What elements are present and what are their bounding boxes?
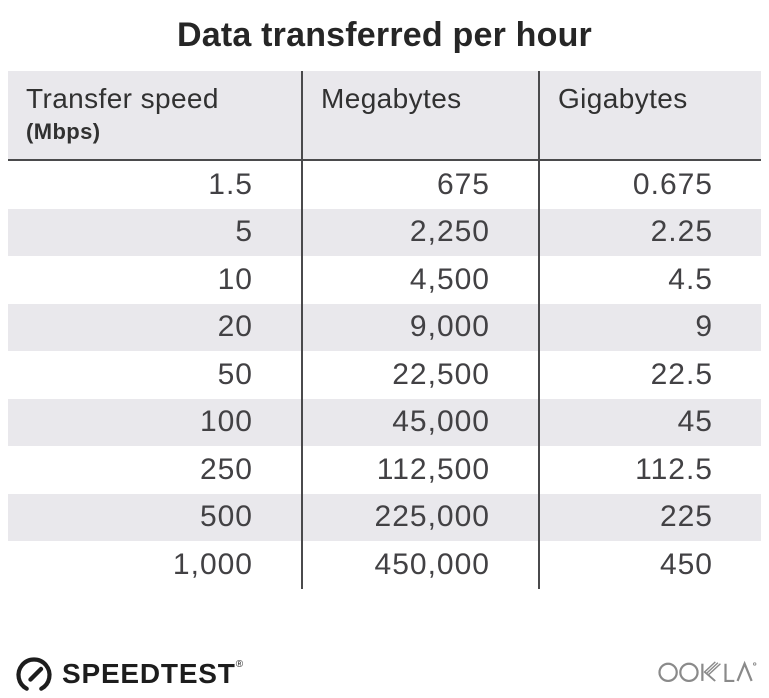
table-row: 500 225,000 225	[8, 493, 761, 541]
cell-gigabytes: 450	[659, 547, 713, 581]
cell-megabytes: 22,500	[303, 351, 540, 399]
column-header-transfer-speed: Transfer speed (Mbps)	[8, 71, 303, 159]
cell-gigabytes: 225	[659, 500, 713, 534]
table-row: 5 2,250 2.25	[8, 208, 761, 256]
table-body: 1.5 675 0.675 5 2,250 2.25 10 4,500 4.5 …	[8, 161, 761, 589]
column-header-transfer-speed-unit: (Mbps)	[26, 118, 101, 144]
table-row: 1,000 450,000 450	[8, 541, 761, 589]
cell-gigabytes: 45	[677, 405, 713, 439]
cell-transfer-speed: 10	[8, 256, 303, 304]
cell-megabytes: 45,000	[303, 398, 540, 446]
cell-gigabytes: 112.5	[635, 452, 713, 486]
speedtest-wordmark: SPEEDTEST®	[62, 658, 244, 689]
footer: SPEEDTEST®	[0, 654, 769, 694]
cell-megabytes: 450,000	[303, 541, 540, 589]
cell-transfer-speed: 50	[8, 351, 303, 399]
cell-gigabytes: 22.5	[650, 357, 713, 391]
table-row: 250 112,500 112.5	[8, 446, 761, 494]
cell-transfer-speed: 250	[8, 446, 303, 494]
speedtest-logo: SPEEDTEST®	[14, 654, 244, 694]
cell-transfer-speed: 100	[8, 398, 303, 446]
table-row: 10 4,500 4.5	[8, 256, 761, 304]
cell-megabytes: 9,000	[303, 303, 540, 351]
column-header-gigabytes: Gigabytes	[558, 83, 688, 114]
cell-transfer-speed: 20	[8, 303, 303, 351]
column-header-transfer-speed-label: Transfer speed	[26, 83, 219, 114]
table-row: 20 9,000 9	[8, 303, 761, 351]
ookla-wordmark	[657, 655, 757, 690]
cell-gigabytes: 0.675	[632, 167, 713, 201]
registered-trademark: ®	[235, 659, 244, 670]
cell-gigabytes: 9	[695, 310, 713, 344]
table-row: 50 22,500 22.5	[8, 351, 761, 399]
cell-transfer-speed: 1.5	[8, 161, 303, 209]
column-header-megabytes: Megabytes	[303, 71, 540, 159]
cell-transfer-speed: 1,000	[8, 541, 303, 589]
cell-transfer-speed: 500	[8, 493, 303, 541]
cell-megabytes: 2,250	[303, 208, 540, 256]
data-table: Transfer speed (Mbps) Megabytes Gigabyte…	[8, 71, 761, 589]
table-row: 1.5 675 0.675	[8, 161, 761, 209]
speedtest-gauge-icon	[14, 654, 54, 694]
cell-gigabytes: 4.5	[668, 262, 713, 296]
cell-megabytes: 112,500	[303, 446, 540, 494]
cell-megabytes: 4,500	[303, 256, 540, 304]
cell-megabytes: 675	[303, 161, 540, 209]
cell-gigabytes: 2.25	[650, 215, 713, 249]
table-header-row: Transfer speed (Mbps) Megabytes Gigabyte…	[8, 71, 761, 161]
page-title: Data transferred per hour	[177, 16, 592, 54]
cell-transfer-speed: 5	[8, 208, 303, 256]
cell-megabytes: 225,000	[303, 493, 540, 541]
table-row: 100 45,000 45	[8, 398, 761, 446]
